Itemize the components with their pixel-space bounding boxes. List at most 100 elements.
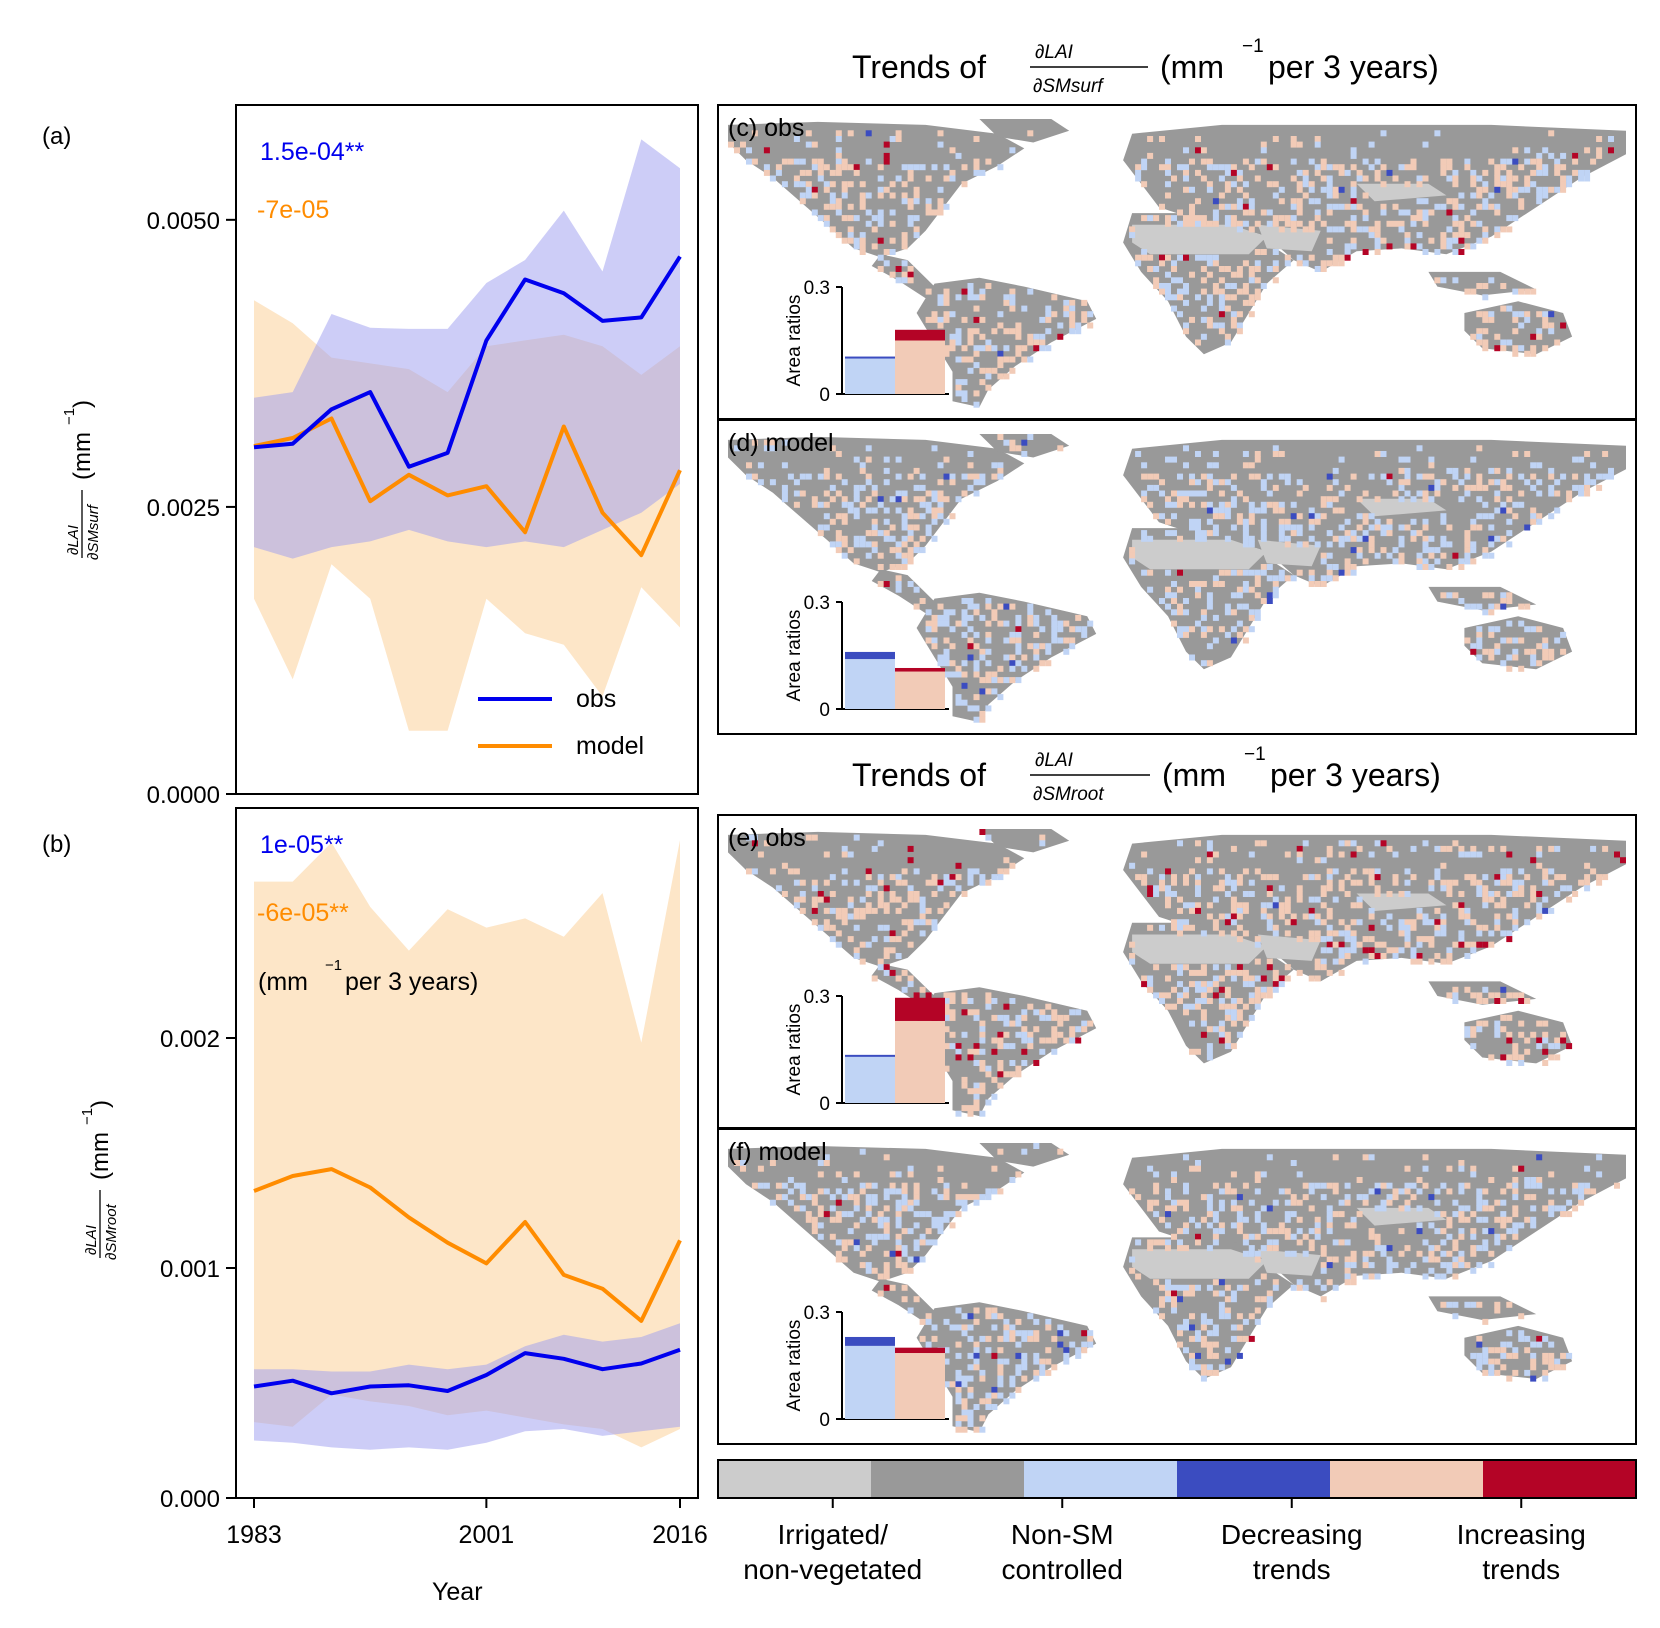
trend-pixel [955, 496, 962, 503]
trend-pixel [1051, 637, 1058, 644]
trend-pixel [979, 829, 986, 835]
trend-pixel [1195, 1364, 1201, 1371]
trend-pixel [1212, 479, 1219, 486]
trend-pixel [1177, 924, 1183, 931]
trend-pixel [1195, 981, 1201, 988]
trend-pixel [1171, 215, 1177, 222]
trend-pixel [973, 609, 980, 616]
trend-pixel [1212, 919, 1219, 926]
trend-pixel [865, 130, 872, 137]
trend-pixel [889, 496, 896, 503]
trend-pixel [1254, 1250, 1261, 1257]
trend-pixel [1446, 1262, 1453, 1269]
trend-pixel [1344, 1267, 1351, 1274]
trend-pixel [919, 513, 926, 520]
trend-pixel [1398, 220, 1405, 227]
trend-pixel [1572, 1205, 1579, 1212]
trend-pixel [1236, 186, 1243, 193]
trend-pixel [1230, 169, 1237, 176]
trend-pixel [949, 1211, 956, 1218]
trend-pixel [985, 688, 992, 695]
trend-pixel [1254, 249, 1261, 255]
trend-pixel [883, 1233, 890, 1240]
trend-pixel [1027, 1003, 1034, 1010]
trend-pixel [1482, 1347, 1489, 1354]
trend-pixel [1033, 345, 1040, 352]
trend-pixel [961, 1330, 968, 1337]
trend-pixel [1458, 1250, 1465, 1257]
trend-pixel [1218, 299, 1225, 306]
trend-pixel [1147, 152, 1154, 159]
trend-pixel [1566, 1352, 1573, 1359]
trend-pixel [1165, 158, 1171, 165]
trend-pixel [997, 1148, 1004, 1155]
trend-pixel [1494, 345, 1501, 352]
trend-pixel [1476, 930, 1483, 937]
trend-pixel [1027, 609, 1034, 616]
trend-pixel [1230, 484, 1237, 491]
trend-pixel [961, 620, 968, 627]
trend-pixel [1206, 1222, 1213, 1229]
trend-pixel [1242, 524, 1249, 531]
trend-pixel [1464, 953, 1471, 959]
trend-pixel [781, 158, 788, 165]
trend-pixel [829, 203, 836, 210]
trend-pixel [1350, 152, 1357, 159]
trend-pixel [751, 868, 758, 875]
trend-pixel [967, 654, 974, 661]
title-root-num: ∂LAI [1035, 750, 1074, 771]
inset-bar-increasing-significant [895, 667, 945, 672]
trend-pixel [1584, 169, 1591, 176]
trend-pixel [1506, 158, 1513, 165]
trend-pixel [1009, 445, 1016, 452]
trend-pixel [1195, 220, 1201, 227]
trend-pixel [1212, 220, 1219, 227]
trend-pixel [1338, 969, 1345, 976]
trend-pixel [859, 535, 866, 542]
trend-pixel [1230, 294, 1237, 301]
trend-pixel [1206, 1369, 1213, 1376]
trend-pixel [961, 1194, 968, 1201]
trend-pixel [1177, 220, 1183, 227]
trend-pixel [991, 1037, 998, 1044]
trend-pixel [1452, 1313, 1459, 1320]
trend-pixel [1386, 530, 1393, 537]
trend-pixel [1218, 581, 1225, 587]
trend-pixel [1027, 339, 1034, 346]
trend-pixel [1530, 1216, 1537, 1223]
trend-pixel [1314, 1182, 1321, 1189]
trend-pixel [1242, 1233, 1249, 1240]
trend-pixel [1536, 626, 1543, 633]
trend-pixel [1206, 186, 1213, 193]
trend-pixel [1506, 620, 1513, 627]
trend-pixel [1177, 164, 1183, 171]
trend-pixel [901, 496, 908, 503]
trend-pixel [1183, 220, 1189, 227]
trend-pixel [937, 316, 944, 323]
trend-pixel [937, 1222, 944, 1229]
trend-pixel [1009, 294, 1016, 301]
trend-pixel [1171, 1199, 1177, 1206]
trend-pixel [1308, 930, 1315, 937]
trend-pixel [901, 541, 908, 548]
trend-pixel [1374, 158, 1381, 165]
trend-pixel [1081, 631, 1088, 638]
trend-pixel [919, 535, 926, 542]
trend-pixel [1248, 198, 1255, 205]
trend-pixel [1177, 586, 1183, 593]
trend-pixel [1434, 484, 1441, 491]
trend-pixel [997, 665, 1004, 672]
trend-pixel [1344, 1256, 1351, 1263]
trend-pixel [1320, 513, 1327, 520]
trend-pixel [1398, 1250, 1405, 1257]
trend-pixel [1422, 840, 1429, 847]
trend-pixel [1278, 913, 1285, 920]
trend-pixel [961, 699, 968, 706]
trend-pixel [961, 614, 968, 621]
trend-pixel [943, 1194, 950, 1201]
trend-pixel [1177, 294, 1183, 301]
trend-pixel [1428, 484, 1435, 491]
trend-pixel [1290, 1284, 1297, 1291]
trend-pixel [1368, 874, 1375, 881]
trend-pixel [1446, 958, 1453, 965]
